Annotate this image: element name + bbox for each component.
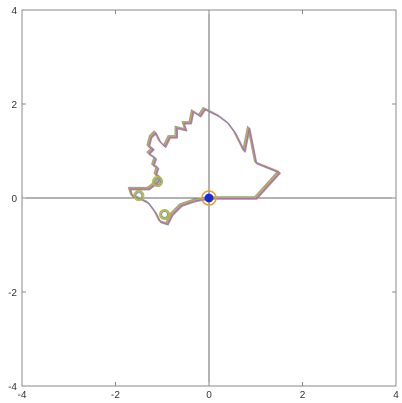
- spiral-curl: [160, 209, 170, 219]
- x-tick-label: 2: [300, 390, 306, 401]
- ticks: -4 -2 0 2 4 -4 -2 0 2 4: [8, 6, 399, 401]
- y-tick-label: 2: [11, 100, 17, 111]
- spiral-curl: [135, 192, 143, 200]
- x-tick-label: -4: [18, 390, 27, 401]
- marker-layer: [201, 190, 217, 206]
- x-tick-label: 0: [206, 390, 212, 401]
- spiral-curl: [153, 177, 163, 187]
- series-layer: [127, 106, 281, 226]
- origin-marker-dot: [204, 193, 214, 203]
- spiral-curl: [161, 210, 169, 218]
- y-tick-label: 4: [11, 6, 17, 17]
- y-tick-label: -2: [8, 288, 17, 299]
- spiral-curl: [133, 190, 145, 202]
- spiral-curl: [152, 176, 164, 188]
- spiral-curl: [159, 208, 171, 220]
- y-tick-label: 0: [11, 194, 17, 205]
- series-line: [130, 109, 281, 226]
- x-tick-label: -2: [111, 390, 120, 401]
- y-tick-label: -4: [8, 382, 17, 393]
- origin-marker-ring: [201, 190, 217, 206]
- spiral-curl: [134, 191, 144, 201]
- spiral-curl: [154, 178, 162, 186]
- x-tick-label: 4: [393, 390, 399, 401]
